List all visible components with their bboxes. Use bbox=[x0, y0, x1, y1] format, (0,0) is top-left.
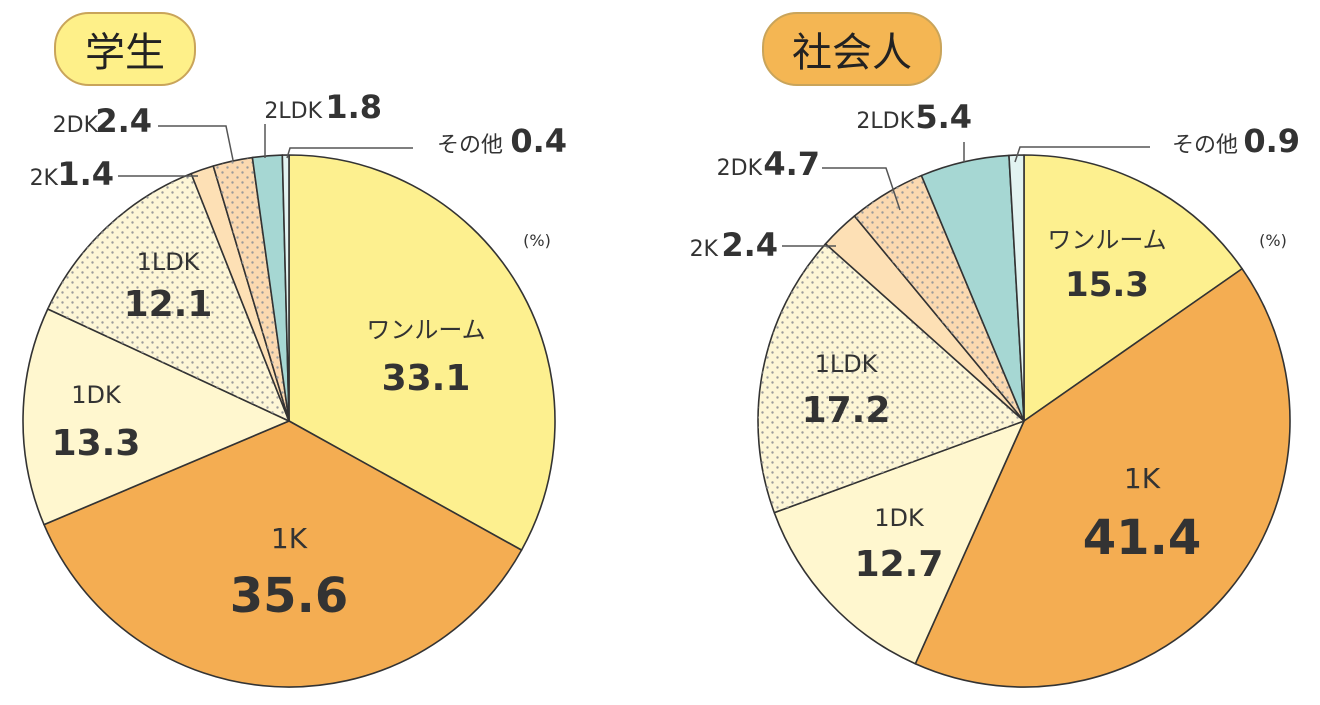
label-1k: 1K bbox=[271, 522, 308, 555]
pie-chart-student: ワンルーム 33.1 1K 35.6 1DK 13.3 1LDK 12.1 2K 1.4 2DK2.… bbox=[23, 88, 567, 687]
value-2k: 1.4 bbox=[57, 155, 114, 193]
label-one-room: ワンルーム bbox=[1047, 226, 1166, 254]
value-2ldk: 5.4 bbox=[915, 98, 972, 136]
pie-chart-worker: ワンルーム 15.3 1K 41.4 1DK 12.7 1LDK 17.2 2K 2.4 2DK 4.… bbox=[690, 98, 1300, 687]
value-1ldk: 12.1 bbox=[124, 284, 213, 325]
value-other: 0.9 bbox=[1243, 122, 1300, 160]
label-1dk: 1DK bbox=[874, 504, 925, 532]
value-2dk: 4.7 bbox=[763, 145, 820, 183]
value-2k: 2.4 bbox=[721, 226, 778, 264]
value-1k: 41.4 bbox=[1083, 510, 1201, 566]
unit-label: (%) bbox=[1259, 231, 1287, 250]
label-1k: 1K bbox=[1124, 462, 1161, 495]
value-1ldk: 17.2 bbox=[802, 390, 891, 431]
label-2k: 2K bbox=[690, 237, 719, 262]
label-other: その他 bbox=[1172, 133, 1238, 158]
value-2dk: 2.4 bbox=[95, 102, 152, 140]
label-2ldk: 2LDK bbox=[856, 109, 914, 134]
label-2dk: 2DK bbox=[53, 113, 99, 138]
label-1ldk: 1LDK bbox=[137, 248, 201, 276]
label-1dk: 1DK bbox=[71, 381, 122, 409]
label-1ldk: 1LDK bbox=[815, 350, 879, 378]
value-2ldk: 1.8 bbox=[325, 88, 382, 126]
label-2dk: 2DK bbox=[717, 156, 763, 181]
unit-label: (%) bbox=[523, 231, 551, 250]
value-1dk: 13.3 bbox=[52, 423, 141, 464]
leader-line-2dk bbox=[158, 126, 233, 160]
value-one-room: 33.1 bbox=[382, 358, 471, 399]
value-1dk: 12.7 bbox=[855, 544, 944, 585]
label-2k: 2K bbox=[30, 166, 59, 191]
label-other: その他 bbox=[437, 133, 503, 158]
label-one-room: ワンルーム bbox=[366, 316, 485, 344]
value-1k: 35.6 bbox=[230, 568, 348, 624]
value-other: 0.4 bbox=[510, 122, 567, 160]
value-one-room: 15.3 bbox=[1065, 265, 1149, 305]
label-2ldk: 2LDK bbox=[264, 99, 322, 124]
